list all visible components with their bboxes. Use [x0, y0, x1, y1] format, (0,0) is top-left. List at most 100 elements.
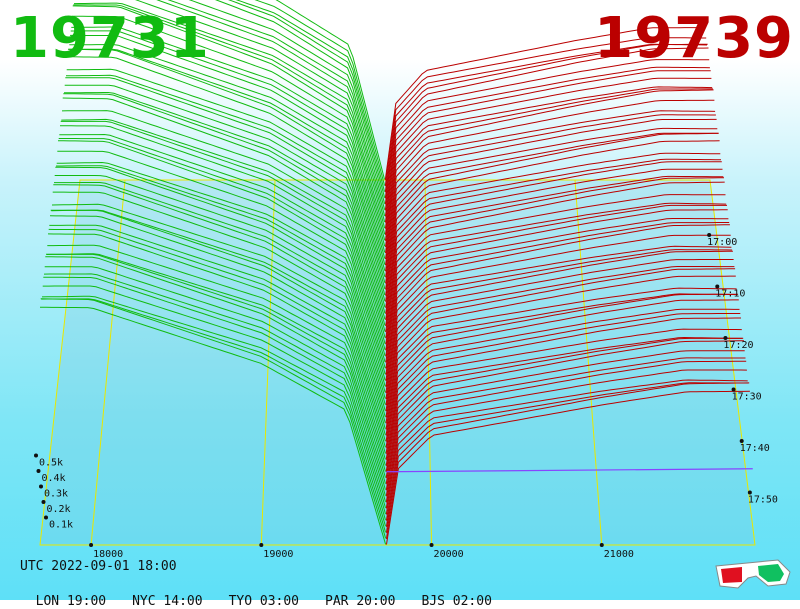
- ask-depth-line: [385, 118, 717, 272]
- bid-depth-line: [41, 298, 386, 533]
- bid-depth-line: [275, 0, 385, 180]
- bid-depth-line: [61, 118, 386, 350]
- time-tick-label: 17:00: [707, 237, 737, 248]
- ask-depth-line: [385, 369, 747, 521]
- time-tick-label: 17:30: [732, 392, 762, 403]
- bid-depth-line: [43, 273, 386, 509]
- time-tick-mark: [707, 233, 712, 237]
- bid-depth-line: [68, 48, 386, 290]
- bid-depth-line: [45, 256, 386, 496]
- ask-depth-line: [385, 127, 718, 278]
- bid-depth-line: [54, 182, 386, 417]
- bid-depth-lines: [40, 0, 387, 545]
- ask-depth-line: [385, 249, 733, 400]
- bid-depth-line: [53, 184, 386, 423]
- bid-depth-line: [57, 140, 386, 381]
- bid-depth-line: [47, 244, 386, 478]
- time-tick-mark: [731, 387, 736, 392]
- chart-base: [40, 468, 755, 546]
- ask-depth-line: [384, 43, 708, 199]
- ask-depth-line: [385, 158, 721, 308]
- ask-depth-line: [385, 299, 739, 454]
- ask-depth-line: [385, 110, 716, 260]
- bid-depth-line: [47, 233, 386, 472]
- ask-depth-line: [384, 66, 710, 217]
- bid-depth-line: [56, 161, 386, 393]
- city-time-par: PAR 20:00: [325, 594, 396, 609]
- bid-depth-line: [65, 77, 386, 314]
- price-tick-mark: [429, 543, 434, 547]
- ask-depth-line: [385, 268, 736, 424]
- ask-depth-line: [385, 328, 742, 479]
- ask-depth-line: [385, 336, 743, 485]
- city-time-bjs: BJS 02:00: [421, 594, 492, 609]
- ask-depth-line: [385, 161, 722, 314]
- ask-depth-line: [385, 181, 725, 339]
- ask-depth-line: [385, 234, 731, 387]
- ask-depth-line: [385, 218, 729, 369]
- bid-depth-line: [215, 0, 386, 204]
- utc-timestamp: UTC 2022-09-01 18:00: [20, 559, 177, 574]
- ask-depth-line: [385, 224, 730, 381]
- bid-depth-line: [51, 209, 386, 442]
- bid-depth-line: [44, 266, 386, 502]
- ask-depth-line: [385, 308, 740, 460]
- 3d-glasses-icon[interactable]: [712, 556, 794, 590]
- bid-depth-line: [235, 0, 385, 192]
- ask-depth-line: [385, 152, 721, 302]
- depth-tick-label: 0.2k: [47, 504, 71, 515]
- ask-depth-line: [385, 266, 735, 418]
- ask-depth-line: [385, 175, 724, 327]
- bid-depth-line: [60, 125, 386, 363]
- bid-depth-line: [228, 0, 386, 198]
- ask-depth-line: [385, 245, 732, 393]
- bid-depth-line: [55, 166, 386, 405]
- bid-depth-line: [135, 0, 386, 229]
- time-tick-label: 17:10: [715, 289, 745, 300]
- bid-depth-line: [63, 93, 386, 332]
- ask-depth-line: [385, 357, 746, 509]
- grid-line-price: [90, 179, 126, 546]
- ask-depth-line: [385, 350, 745, 503]
- ask-depth-line: [385, 382, 749, 533]
- bid-depth-line: [66, 68, 386, 302]
- price-tick-label: 20000: [434, 549, 464, 560]
- ask-depth-lines: [384, 27, 750, 546]
- depth-tick-label: 0.3k: [44, 489, 68, 500]
- bid-depth-line: [71, 26, 386, 259]
- price-tick-label: 18000: [93, 549, 123, 560]
- bid-depth-line: [49, 215, 386, 454]
- depth-tick-mark: [34, 453, 38, 458]
- ask-depth-line: [385, 313, 741, 466]
- bid-depth-line: [40, 306, 387, 545]
- price-tick-label: 19000: [263, 549, 293, 560]
- ask-depth-line: [385, 390, 750, 546]
- time-tick-label: 17:20: [723, 340, 753, 351]
- ask-depth-line: [384, 27, 706, 181]
- ask-depth-line: [384, 59, 710, 211]
- time-tick-label: 17:50: [748, 495, 778, 506]
- price-tick-mark: [599, 543, 604, 547]
- bid-depth-line: [40, 298, 387, 539]
- depth-tick-label: 0.4k: [42, 473, 66, 484]
- time-tick-mark: [747, 490, 752, 495]
- ask-depth-line: [385, 202, 727, 351]
- bid-depth-line: [73, 2, 386, 235]
- city-time-tyo: TYO 03:00: [228, 594, 300, 609]
- city-time-lon: LON 19:00: [35, 594, 107, 609]
- bid-depth-line: [69, 44, 386, 277]
- price-tick-label: 21000: [604, 549, 634, 560]
- ask-depth-line: [385, 132, 719, 284]
- bid-depth-line: [57, 150, 386, 387]
- bid-depth-line: [52, 191, 386, 429]
- ask-depth-line: [384, 37, 707, 187]
- bid-depth-line: [63, 92, 386, 326]
- city-time-nyc: NYC 14:00: [132, 594, 203, 609]
- ask-depth-line: [385, 275, 736, 430]
- ask-depth-line: [385, 114, 716, 266]
- ask-depth-line: [385, 293, 738, 442]
- depth-tick-mark: [44, 515, 48, 520]
- bid-depth-line: [58, 138, 386, 375]
- ask-depth-line: [385, 250, 733, 406]
- ask-depth-line: [385, 222, 730, 375]
